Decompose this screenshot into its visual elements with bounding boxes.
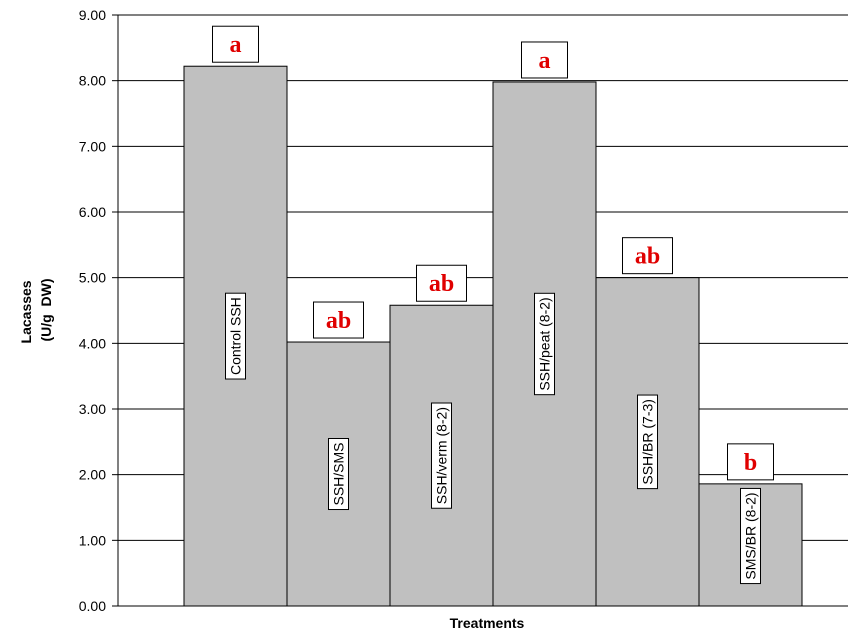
bar-category-label: Control SSH: [225, 292, 246, 380]
axes: [117, 15, 848, 607]
bar-category-text: Control SSH: [228, 297, 244, 375]
significance-box: [416, 264, 467, 302]
significance-box: [521, 41, 568, 79]
bar-category-text: SSH/BR (7-3): [640, 399, 656, 485]
y-tick-label: 7.00: [79, 138, 106, 154]
y-axis-title: Lacasses (U/g DW): [18, 277, 54, 344]
bar: [183, 65, 288, 607]
y-tick-label: 4.00: [79, 335, 106, 351]
bar-category-text: SSH/verm (8-2): [434, 407, 450, 504]
bar-category-text: SSH/peat (8-2): [537, 297, 553, 390]
significance-box: [313, 301, 364, 339]
y-tick-label: 6.00: [79, 204, 106, 220]
y-tick-label: 5.00: [79, 270, 106, 286]
bar-category-box: [637, 394, 658, 490]
bar-labels: Control SSH SSH/SMS SSH/verm (8-2) SSH/peat…: [225, 292, 761, 585]
significance-letter: a: [230, 32, 242, 58]
bar-category-box: [431, 402, 452, 509]
bar-category-box: [225, 292, 246, 380]
significance-labels: a ab ab a ab b: [212, 25, 774, 481]
bar-category-box: [534, 292, 555, 396]
bar-category-label: SSH/peat (8-2): [534, 292, 555, 396]
y-tick-label: 0.00: [79, 598, 106, 614]
y-tick-label: 8.00: [79, 73, 106, 89]
significance-letter: b: [744, 450, 757, 476]
y-tick-labels: 0.00 1.00 2.00 3.00 4.00 5.00 6.00 7.00 8.00 9.00: [79, 7, 118, 614]
y-tick-label: 2.00: [79, 467, 106, 483]
bar-category-box: [740, 487, 761, 585]
y-tick-label: 3.00: [79, 401, 106, 417]
y-axis-title-line1: Lacasses: [18, 280, 34, 343]
bar-category-label: SMS/BR (8-2): [740, 487, 761, 585]
bar-category-box: [328, 438, 349, 511]
bar-category-label: SSH/SMS: [328, 438, 349, 511]
significance-letter: ab: [429, 271, 454, 297]
bar-category-label: SSH/BR (7-3): [637, 394, 658, 490]
significance-box: [622, 237, 673, 275]
y-tick-label: 9.00: [79, 7, 106, 23]
y-axis-title-line2: (U/g DW): [38, 279, 54, 342]
bar-category-text: SSH/SMS: [331, 443, 347, 506]
significance-letter: a: [539, 48, 551, 74]
y-tick-label: 1.00: [79, 532, 106, 548]
significance-letter: ab: [635, 244, 660, 270]
significance-letter: ab: [326, 308, 351, 334]
bar-category-label: SSH/verm (8-2): [431, 402, 452, 509]
x-axis-title: Treatments: [450, 615, 525, 631]
significance-box: [212, 25, 259, 63]
bars: [183, 65, 803, 607]
significance-box: [727, 443, 774, 481]
bar-category-text: SMS/BR (8-2): [743, 492, 759, 579]
